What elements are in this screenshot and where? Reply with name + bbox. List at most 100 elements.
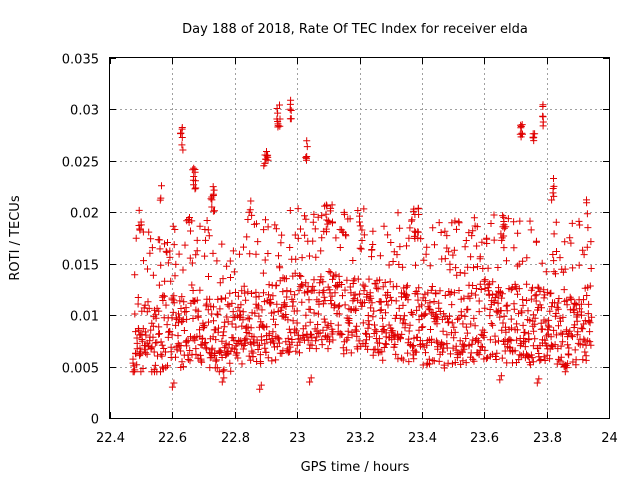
data-point [571, 299, 579, 307]
data-point [314, 310, 322, 318]
data-point [445, 318, 453, 326]
data-point [306, 318, 314, 326]
data-point [144, 298, 152, 306]
data-point [318, 336, 326, 344]
data-point [419, 323, 427, 331]
data-point [245, 315, 253, 323]
data-point [494, 299, 502, 307]
data-point [432, 290, 440, 298]
x-tick-labels: 22.4 22.6 22.8 23 23.2 23.4 23.6 23.8 24 [96, 431, 618, 446]
data-point [369, 313, 377, 321]
data-point [258, 306, 266, 314]
data-point [389, 258, 397, 265]
data-point [514, 229, 522, 237]
data-point [524, 352, 532, 360]
data-point [162, 301, 170, 309]
y-tick-label: 0.035 [62, 53, 99, 68]
data-point [533, 379, 541, 387]
data-point [381, 279, 389, 286]
data-point [462, 237, 470, 244]
data-point [382, 340, 390, 348]
data-point [327, 300, 335, 308]
data-point [349, 280, 357, 287]
data-point [239, 345, 247, 353]
data-point [233, 349, 241, 357]
data-point [310, 286, 318, 294]
data-point [580, 251, 588, 259]
data-point [484, 264, 492, 272]
data-point [564, 360, 572, 368]
data-point [148, 244, 156, 252]
data-point [287, 288, 295, 296]
data-point [278, 231, 286, 239]
data-point [451, 217, 459, 225]
data-point [493, 308, 501, 316]
data-point [565, 351, 573, 359]
data-point [143, 350, 151, 358]
data-point [360, 231, 368, 239]
data-point [286, 343, 294, 351]
data-point [356, 244, 364, 252]
data-point [284, 334, 292, 342]
data-point [481, 285, 489, 293]
data-point [398, 330, 406, 338]
data-point [192, 350, 200, 358]
data-point [395, 304, 403, 312]
data-point [263, 148, 270, 155]
data-point [521, 328, 529, 336]
data-point [443, 232, 451, 240]
data-point [332, 234, 340, 242]
data-point [257, 381, 265, 389]
data-point [281, 299, 289, 307]
data-point [467, 320, 475, 328]
data-point [555, 322, 562, 330]
data-point [405, 234, 413, 242]
data-point [354, 207, 362, 214]
data-point [138, 337, 146, 345]
data-point [439, 348, 446, 356]
data-point [268, 357, 276, 365]
data-point [399, 356, 407, 364]
data-point [244, 288, 252, 296]
data-point [289, 302, 297, 310]
data-point [586, 319, 594, 327]
data-point [253, 220, 260, 228]
data-point [180, 298, 188, 306]
data-point [576, 221, 584, 229]
y-tick-label: 0.01 [70, 310, 99, 325]
data-point [256, 341, 263, 349]
data-point [172, 260, 180, 268]
data-point [570, 308, 578, 316]
data-point [555, 295, 563, 302]
data-point [271, 321, 279, 329]
grid-lines [110, 58, 609, 418]
data-point [314, 330, 322, 337]
data-point [346, 319, 354, 327]
data-point [208, 196, 216, 204]
data-point [287, 107, 295, 114]
data-point [161, 277, 169, 285]
data-point [276, 115, 284, 123]
data-point [295, 287, 303, 295]
data-point [394, 355, 402, 363]
data-point [207, 195, 215, 203]
data-point [305, 296, 313, 304]
data-point [155, 307, 163, 315]
data-point [318, 212, 326, 220]
data-point [379, 322, 387, 330]
data-point [498, 294, 506, 302]
data-point [567, 296, 575, 304]
data-point [511, 347, 519, 355]
data-point [325, 217, 333, 225]
data-point [343, 346, 351, 354]
data-point [519, 301, 527, 309]
data-point [580, 296, 587, 304]
data-point [531, 335, 539, 343]
data-point [402, 283, 410, 291]
data-point [177, 305, 185, 312]
data-point [261, 159, 269, 167]
data-point [302, 215, 310, 223]
data-point [170, 299, 178, 307]
data-point [531, 292, 539, 300]
data-point [151, 361, 159, 369]
